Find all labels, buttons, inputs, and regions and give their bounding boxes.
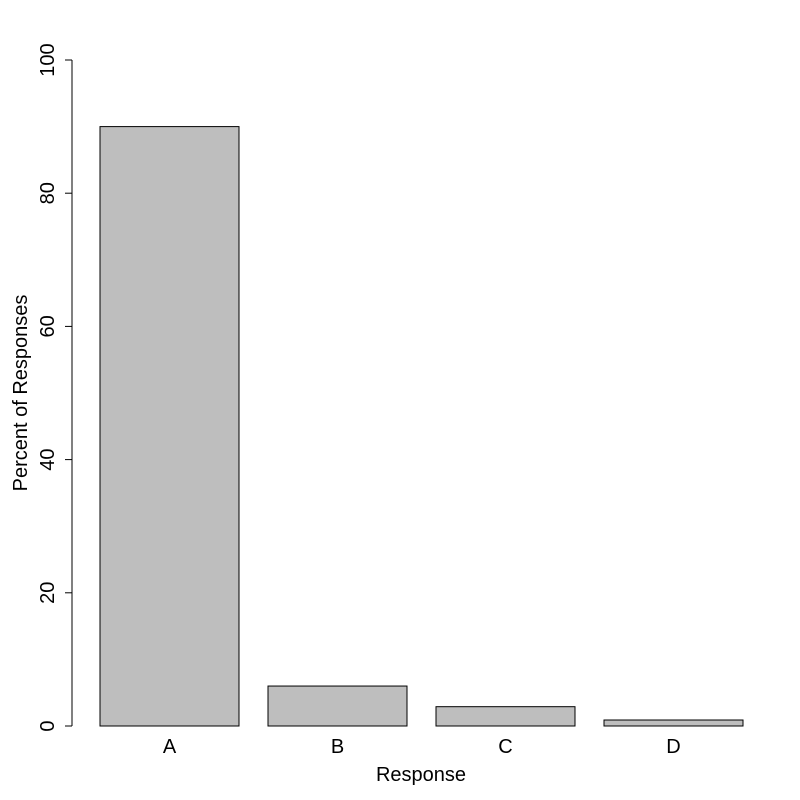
bar — [603, 719, 744, 727]
y-tick-label: 0 — [37, 720, 59, 731]
x-tick-label: C — [498, 736, 512, 758]
x-tick-label: A — [163, 736, 177, 758]
bar — [267, 685, 408, 727]
x-axis-label: Response — [376, 764, 466, 786]
y-tick-label: 40 — [37, 448, 59, 470]
bar — [435, 706, 576, 727]
bar — [99, 126, 240, 727]
y-tick-label: 100 — [37, 43, 59, 76]
x-tick-label: B — [331, 736, 344, 758]
y-axis-label: Percent of Responses — [10, 295, 32, 492]
y-tick-label: 80 — [37, 182, 59, 204]
y-tick-label: 60 — [37, 315, 59, 337]
y-tick-label: 20 — [37, 582, 59, 604]
x-tick-label: D — [666, 736, 680, 758]
